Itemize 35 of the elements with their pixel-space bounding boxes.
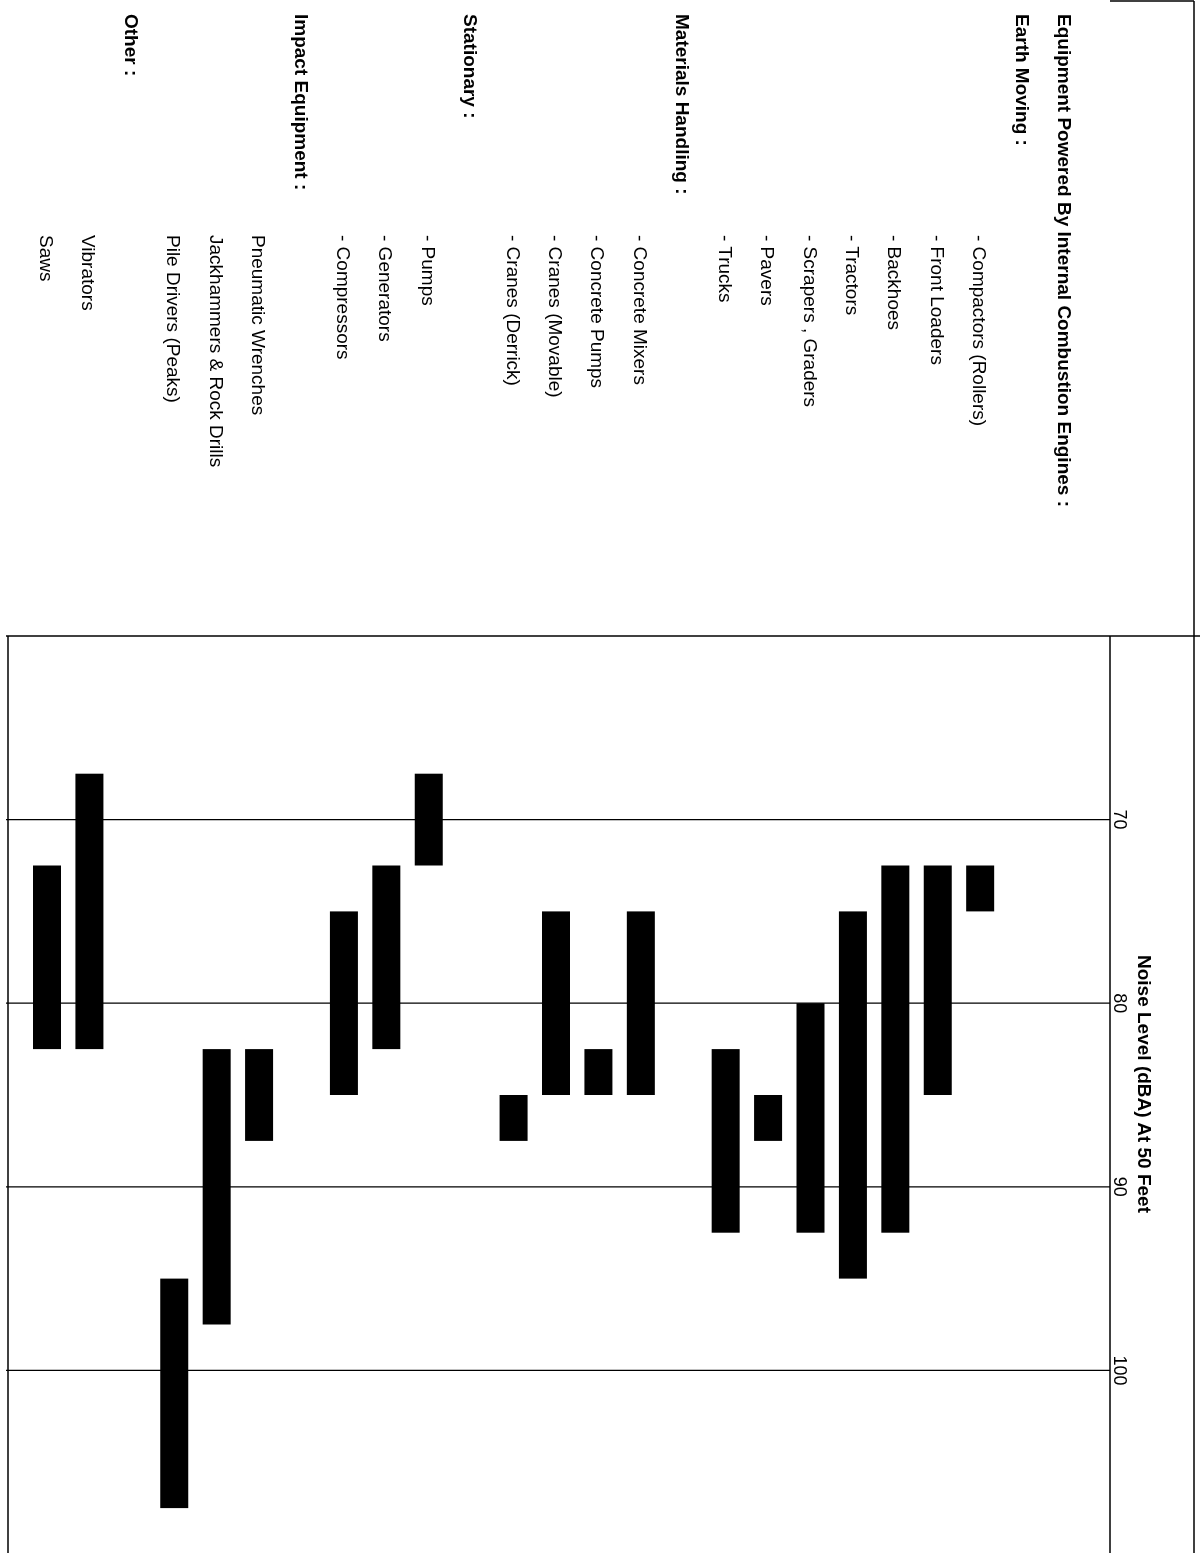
x-tick-label: - Generators <box>375 235 397 342</box>
x-tick-label: - Tractors <box>841 235 863 316</box>
x-tick-label: Vibrators <box>78 235 100 311</box>
bar <box>754 1095 783 1141</box>
bar <box>966 865 995 912</box>
text: Equipment Powered By Internal Combustion Engines : <box>1054 14 1075 507</box>
x-tick-label: - Cranes (Derrick) <box>502 235 524 386</box>
x-tick-label: - Front Loaders <box>926 235 948 365</box>
x-tick-label: - Trucks <box>714 235 736 303</box>
text: Stationary : <box>460 14 482 119</box>
x-tick-label: Pneumatic Wrenches <box>248 235 270 416</box>
text: Other : <box>120 14 142 77</box>
y-tick-label: 80 <box>1110 993 1130 1014</box>
x-tick-label: Pile Drivers (Peaks) <box>163 235 185 403</box>
bar <box>584 1049 613 1095</box>
bar <box>499 1095 528 1141</box>
x-tick-label: - Cranes (Movable) <box>545 235 566 398</box>
y-axis-title: Noise Level (dBA) At 50 Feet <box>1134 955 1155 1214</box>
x-tick-label: - Backhoes <box>884 235 906 331</box>
x-tick-label: - Compactors (Rollers) <box>969 235 991 427</box>
x-tick-label: - Pumps <box>417 235 439 306</box>
x-tick-label: - Scrapers , Graders <box>799 235 821 408</box>
text: Materials Handling : <box>672 14 694 195</box>
text: Impact Equipment : <box>290 14 312 191</box>
x-tick-label: Jackhammers & Rock Drills <box>205 235 227 468</box>
text: Earth Moving : <box>1011 14 1033 146</box>
x-tick-label: - Compressors <box>332 235 354 360</box>
y-tick-label: 70 <box>1110 809 1130 830</box>
x-tick-label: Saws <box>36 235 57 282</box>
x-tick-label: - Concrete Pumps <box>587 235 609 389</box>
y-tick-label: 90 <box>1110 1176 1130 1197</box>
bar <box>245 1049 274 1141</box>
x-tick-label: - Concrete Mixers <box>629 235 651 385</box>
y-tick-label: 100 <box>1110 1355 1130 1386</box>
x-tick-label: - Pavers <box>757 235 779 306</box>
